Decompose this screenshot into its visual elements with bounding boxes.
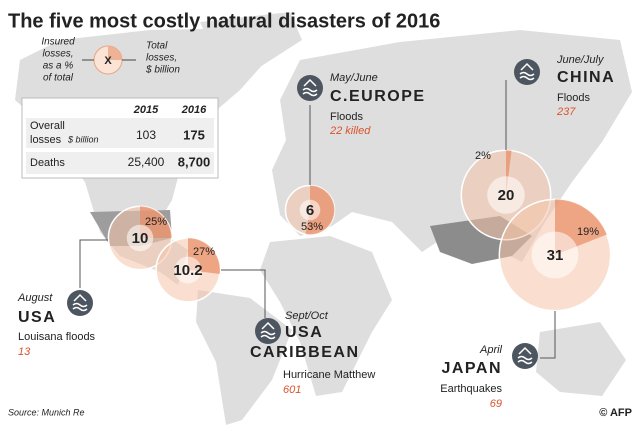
legend-wedge	[108, 46, 122, 60]
icon-glyph	[302, 78, 318, 97]
table-value: 25,400	[128, 155, 165, 169]
table-label: Deaths	[30, 157, 65, 169]
total-losses-label: 10.2	[173, 262, 202, 279]
disaster-event: Louisana floods	[18, 331, 96, 343]
disaster-region: USA	[18, 309, 56, 326]
table-year: 2016	[181, 104, 207, 116]
legend-insured: losses,	[42, 49, 73, 60]
africa	[260, 236, 392, 396]
table-value: 103	[136, 128, 156, 142]
legend-insured: as a %	[43, 61, 74, 72]
inner-circle	[531, 231, 579, 279]
table-value: 175	[183, 127, 205, 142]
legend-total: Total	[146, 41, 168, 52]
disaster-casualties: 237	[556, 106, 576, 118]
insured-label: 27%	[193, 246, 215, 258]
disaster-region2: CARIBBEAN	[250, 344, 360, 361]
insured-label: 19%	[577, 226, 599, 238]
disaster-region: CHINA	[557, 69, 615, 86]
table-label: losses	[30, 134, 62, 146]
legend: Insured losses, as a % of total X Total …	[41, 37, 180, 84]
legend-symbol: X	[104, 55, 112, 67]
legend-insured: of total	[43, 73, 74, 84]
insured-label: 25%	[145, 216, 167, 228]
greenland	[200, 12, 302, 72]
disaster-region: JAPAN	[441, 360, 502, 377]
credit: © AFP	[599, 407, 632, 419]
disaster-event: Floods	[330, 111, 364, 123]
disaster-casualties: 69	[490, 398, 502, 410]
leader-line	[221, 269, 266, 318]
total-losses-label: 6	[306, 202, 314, 219]
disaster-event: Hurricane Matthew	[283, 369, 375, 381]
disaster-icon	[255, 318, 281, 344]
summary-table: 2015 2016 Overall losses $ billion 103 1…	[21, 97, 219, 179]
inner-circle	[174, 256, 202, 284]
disaster-event: Earthquakes	[440, 383, 502, 395]
legend-total: losses,	[146, 53, 177, 64]
table-value: 8,700	[178, 154, 211, 169]
table-row-bg	[26, 118, 214, 148]
table-unit: $ billion	[67, 134, 99, 144]
icon-glyph	[260, 321, 276, 340]
disaster-date: June/July	[556, 54, 605, 66]
disaster-icon	[512, 343, 538, 369]
loss-bubbles: 10 25% 10.2 27% 6 53% 20 2% 31 19%	[107, 149, 612, 312]
leader-line	[540, 311, 556, 359]
leader-line	[79, 239, 108, 288]
source: Source: Munich Re	[8, 407, 85, 417]
disaster-casualties: 601	[283, 384, 301, 396]
legend-total: $ billion	[145, 65, 180, 76]
disaster-event: Floods	[557, 92, 591, 104]
insured-label: 2%	[475, 150, 491, 162]
inner-circle	[126, 224, 154, 252]
icon-glyph	[519, 62, 535, 81]
disaster-labels: August USA Louisana floods 13 Sept/Oct USA CAR…	[17, 54, 615, 410]
total-losses-label: 31	[547, 247, 564, 264]
table-year: 2015	[133, 104, 159, 116]
total-losses-label: 20	[498, 187, 515, 204]
table-label: Overall	[30, 120, 65, 132]
disaster-date: August	[17, 292, 53, 304]
australia	[536, 322, 626, 396]
disaster-date: May/June	[330, 72, 378, 84]
table-row-bg	[26, 152, 214, 174]
disaster-casualties: 22 killed	[329, 125, 371, 137]
disaster-region: C.EUROPE	[330, 88, 426, 105]
disaster-icon	[297, 75, 323, 101]
disaster-icon	[514, 59, 540, 85]
disaster-date: April	[479, 344, 503, 356]
total-losses-label: 10	[132, 230, 149, 247]
disaster-date: Sept/Oct	[285, 310, 329, 322]
disaster-icon	[67, 290, 93, 316]
disaster-region: USA	[285, 324, 323, 341]
inner-circle	[299, 199, 321, 221]
icon-glyph	[517, 346, 533, 365]
legend-insured: Insured	[41, 37, 75, 48]
disaster-casualties: 13	[18, 346, 31, 358]
title: The five most costly natural disasters o…	[8, 10, 440, 32]
inner-circle	[487, 176, 525, 214]
insured-label: 53%	[301, 221, 323, 233]
icon-glyph	[72, 293, 88, 312]
